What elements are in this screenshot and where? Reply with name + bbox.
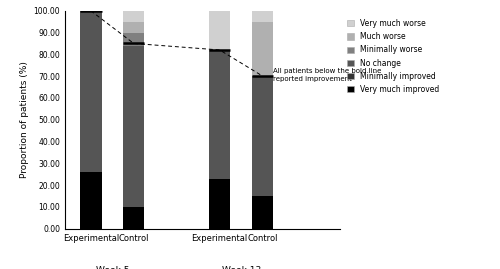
Bar bbox=[123, 207, 144, 229]
Legend: Very much worse, Much worse, Minimally worse, No change, Minimally improved, Ver: Very much worse, Much worse, Minimally w… bbox=[346, 19, 440, 94]
Y-axis label: Proportion of patients (%): Proportion of patients (%) bbox=[20, 61, 30, 178]
Bar bbox=[123, 22, 144, 33]
Bar bbox=[123, 46, 144, 207]
Bar bbox=[252, 11, 274, 22]
Bar bbox=[209, 50, 231, 179]
Text: Week 13: Week 13 bbox=[222, 266, 261, 269]
Text: All patients below the bold line
reported improvement: All patients below the bold line reporte… bbox=[274, 68, 382, 82]
Bar bbox=[252, 22, 274, 76]
Bar bbox=[123, 33, 144, 46]
Bar bbox=[209, 11, 231, 50]
Bar bbox=[252, 76, 274, 196]
Bar bbox=[123, 11, 144, 22]
Bar bbox=[80, 11, 102, 172]
Bar bbox=[209, 179, 231, 229]
Bar bbox=[80, 172, 102, 229]
Text: Week 5: Week 5 bbox=[96, 266, 129, 269]
Bar bbox=[252, 196, 274, 229]
